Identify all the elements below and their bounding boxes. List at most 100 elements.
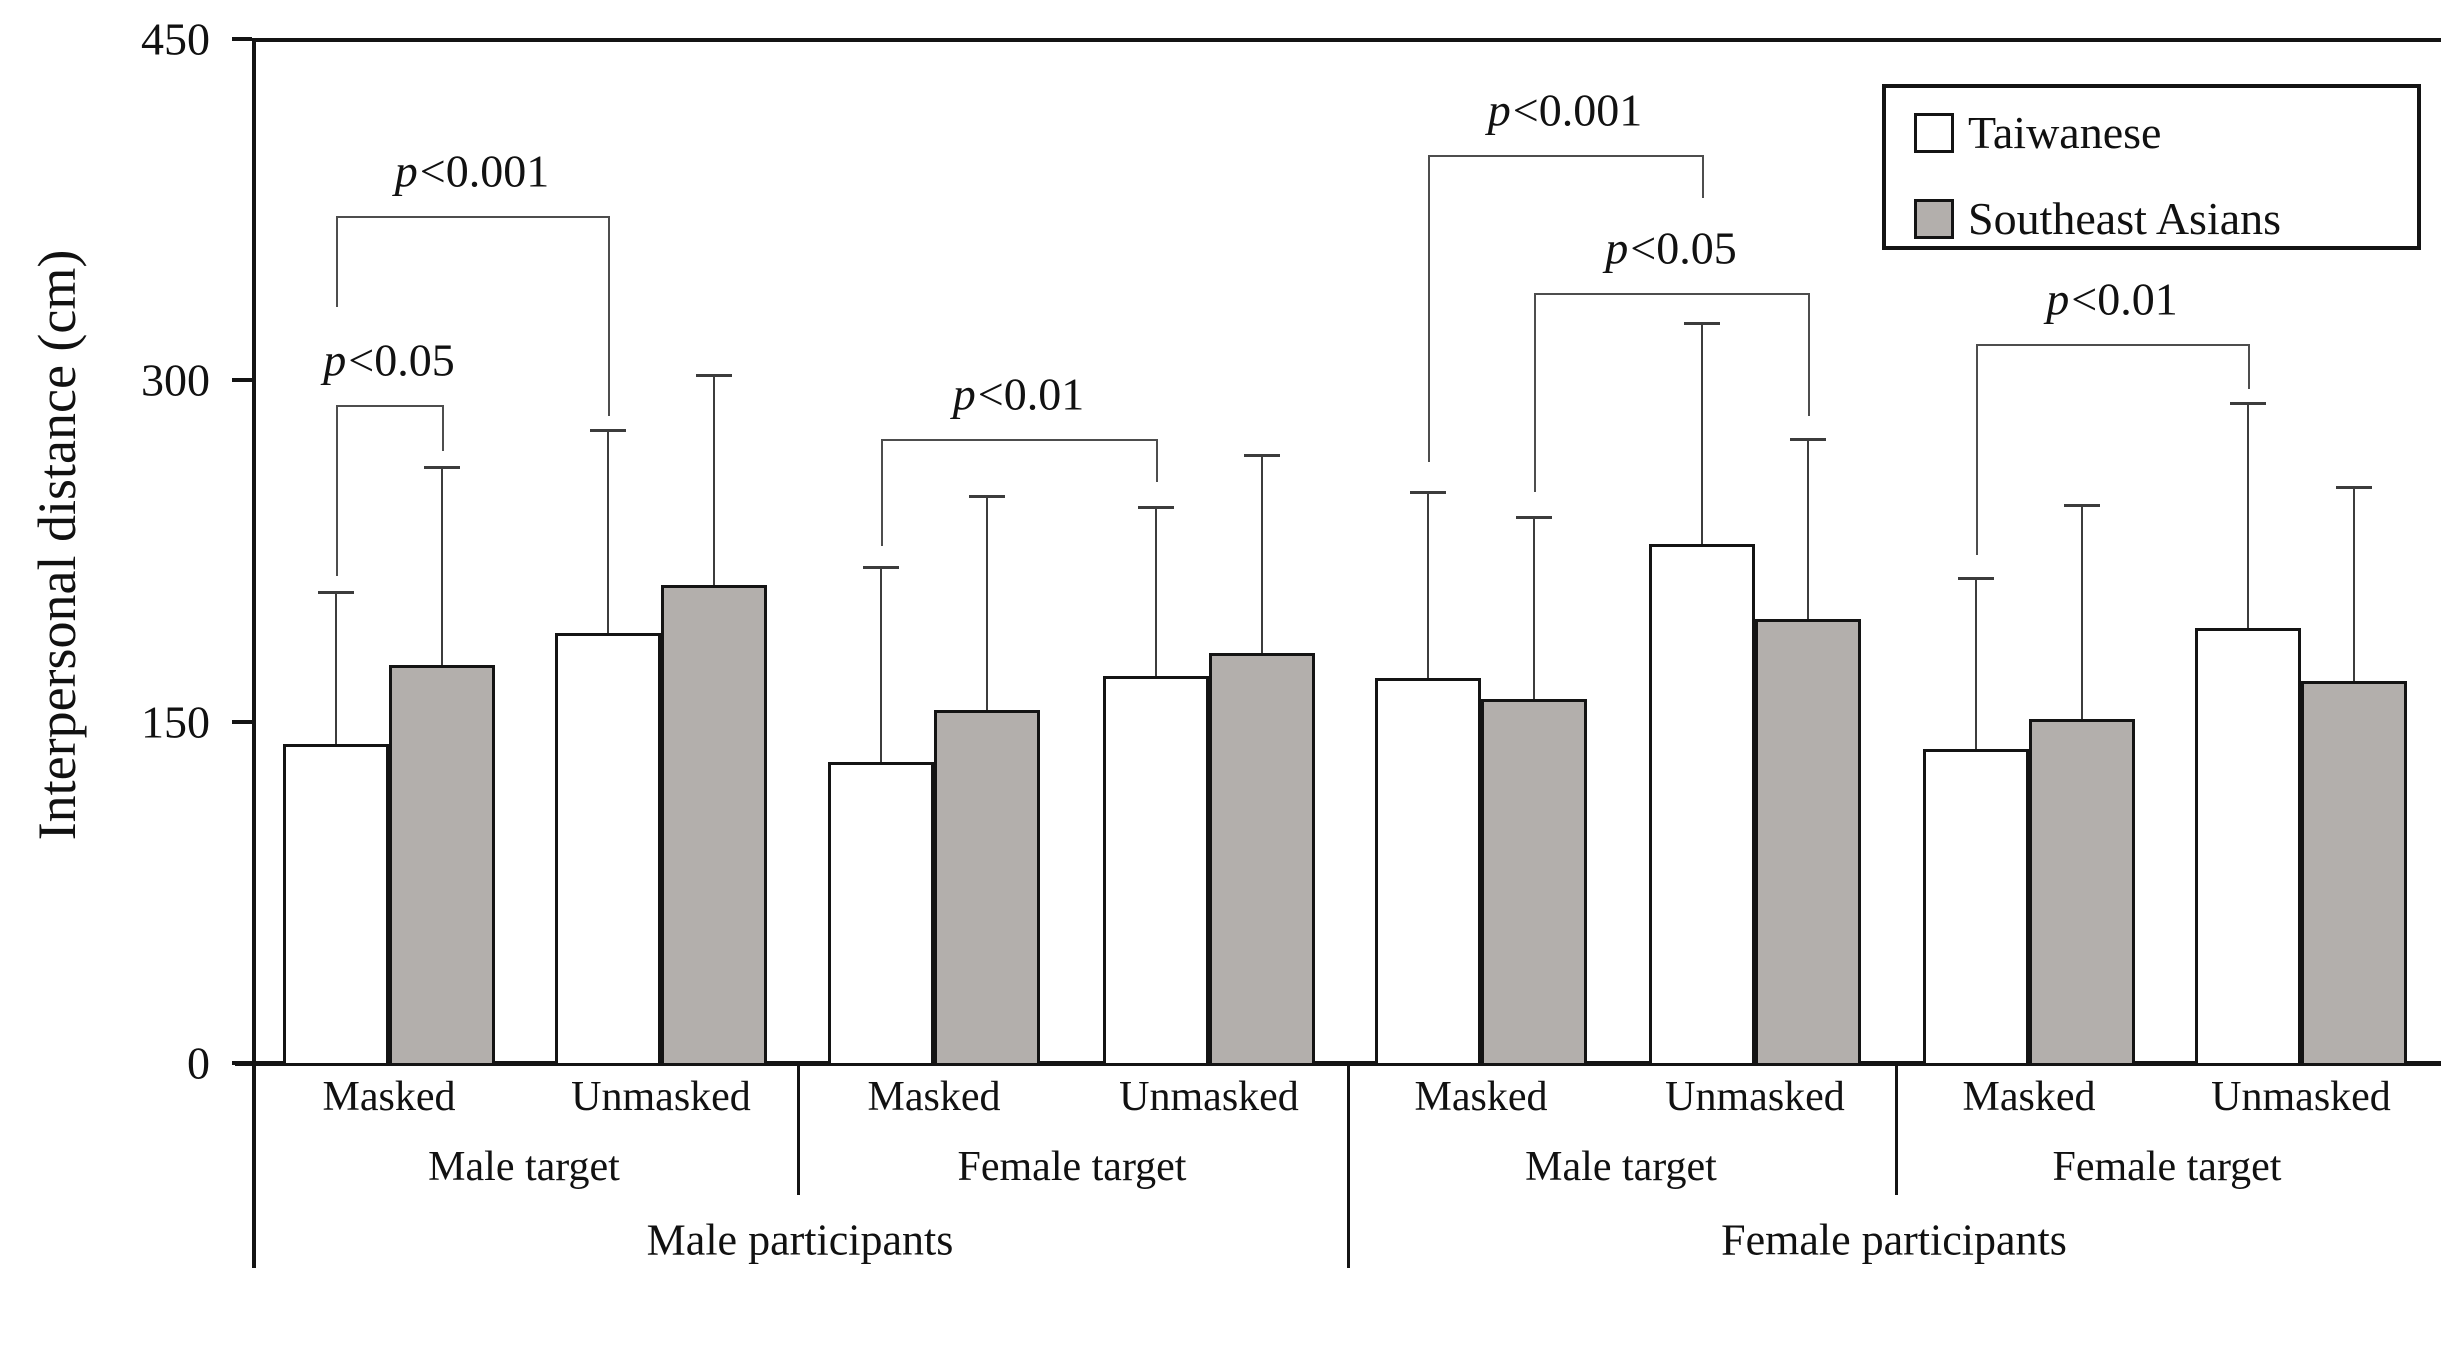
error-bar-line bbox=[1155, 507, 1157, 676]
condition-label: Unmasked bbox=[1665, 1074, 1845, 1120]
x-group-separator bbox=[797, 1063, 800, 1195]
error-bar-line bbox=[880, 566, 882, 763]
error-bar-line bbox=[441, 466, 443, 665]
legend: Taiwanese Southeast Asians bbox=[1882, 84, 2421, 250]
y-tick bbox=[232, 719, 252, 724]
error-bar-cap bbox=[969, 495, 1005, 499]
significance-bracket-leg bbox=[1428, 154, 1430, 462]
bar-southeast-asians bbox=[1481, 698, 1587, 1066]
p-value-label: p<0.01 bbox=[952, 368, 1085, 420]
y-tick-label: 300 bbox=[141, 354, 210, 406]
bar-taiwanese bbox=[283, 744, 389, 1066]
legend-swatch-taiwanese bbox=[1914, 113, 1954, 153]
bar-southeast-asians bbox=[1755, 619, 1861, 1066]
error-bar-line bbox=[2247, 402, 2249, 629]
significance-bracket bbox=[1428, 154, 1702, 157]
p-value-label: p<0.001 bbox=[394, 145, 550, 197]
bar-taiwanese bbox=[1649, 543, 1755, 1066]
error-bar-cap bbox=[590, 429, 626, 433]
y-tick bbox=[232, 1061, 252, 1065]
error-bar-line bbox=[607, 430, 609, 633]
significance-bracket-leg bbox=[2248, 343, 2250, 390]
error-bar-cap bbox=[1790, 438, 1826, 442]
condition-label: Masked bbox=[1962, 1074, 2096, 1120]
significance-bracket bbox=[336, 405, 442, 408]
significance-bracket bbox=[336, 216, 608, 219]
y-tick bbox=[232, 36, 252, 41]
error-bar-cap bbox=[2336, 486, 2372, 489]
x-axis-baseline bbox=[235, 1061, 2441, 1066]
bar-southeast-asians bbox=[2029, 719, 2135, 1066]
y-tick bbox=[232, 378, 252, 382]
error-bar-line bbox=[1701, 323, 1703, 544]
error-bar-cap bbox=[1684, 322, 1720, 326]
error-bar-cap bbox=[2064, 504, 2100, 508]
significance-bracket-leg bbox=[1976, 343, 1978, 556]
bar-southeast-asians bbox=[389, 664, 495, 1066]
condition-label: Masked bbox=[867, 1074, 1001, 1120]
target-group-label: Female target bbox=[957, 1144, 1187, 1190]
y-tick-label: 150 bbox=[141, 696, 210, 747]
error-bar-line bbox=[1807, 439, 1809, 620]
participant-group-label: Male participants bbox=[646, 1215, 954, 1265]
error-bar-cap bbox=[863, 565, 899, 569]
error-bar-line bbox=[2353, 487, 2355, 681]
error-bar-cap bbox=[696, 374, 732, 378]
significance-bracket-leg bbox=[442, 405, 444, 451]
participant-group-label: Female participants bbox=[1721, 1215, 2067, 1265]
bar-taiwanese bbox=[2195, 628, 2301, 1066]
condition-label: Masked bbox=[322, 1074, 456, 1120]
bar-southeast-asians bbox=[934, 710, 1040, 1066]
condition-label: Unmasked bbox=[571, 1074, 751, 1120]
p-value-label: p<0.05 bbox=[1605, 222, 1737, 274]
error-bar-line bbox=[1975, 578, 1977, 749]
p-value-label: p<0.01 bbox=[2046, 273, 2178, 325]
significance-bracket-leg bbox=[608, 216, 610, 417]
error-bar-cap bbox=[1410, 490, 1446, 494]
x-group-separator bbox=[1895, 1063, 1898, 1195]
error-bar-cap bbox=[424, 465, 460, 469]
bar-taiwanese bbox=[828, 762, 934, 1066]
bar-southeast-asians bbox=[1209, 653, 1315, 1066]
condition-label: Masked bbox=[1414, 1074, 1548, 1120]
legend-label-southeast-asians: Southeast Asians bbox=[1968, 193, 2282, 244]
error-bar-line bbox=[1427, 491, 1429, 679]
error-bar-cap bbox=[1244, 454, 1280, 458]
error-bar-cap bbox=[1516, 515, 1552, 519]
p-value-label: p<0.05 bbox=[323, 334, 455, 386]
significance-bracket-leg bbox=[336, 405, 338, 576]
significance-bracket-leg bbox=[881, 439, 883, 547]
error-bar-line bbox=[713, 375, 715, 585]
error-bar-line bbox=[2081, 505, 2083, 720]
legend-item-southeast-asians: Southeast Asians bbox=[1914, 196, 2281, 242]
bar-southeast-asians bbox=[661, 584, 767, 1066]
bar-taiwanese bbox=[1103, 675, 1209, 1066]
legend-label-taiwanese: Taiwanese bbox=[1968, 107, 2162, 158]
target-group-label: Female target bbox=[2052, 1144, 2282, 1190]
error-bar-line bbox=[335, 591, 337, 745]
target-group-label: Male target bbox=[428, 1144, 620, 1190]
significance-bracket bbox=[881, 439, 1156, 442]
p-value-label: p<0.001 bbox=[1487, 84, 1643, 136]
significance-bracket-leg bbox=[336, 216, 338, 308]
error-bar-cap bbox=[2230, 401, 2266, 405]
y-axis-line bbox=[252, 38, 256, 1268]
legend-item-taiwanese: Taiwanese bbox=[1914, 110, 2161, 156]
bar-taiwanese bbox=[1375, 678, 1481, 1066]
condition-label: Unmasked bbox=[1119, 1074, 1299, 1120]
error-bar-line bbox=[986, 496, 988, 711]
x-group-separator bbox=[1347, 1063, 1350, 1268]
error-bar-line bbox=[1261, 455, 1263, 654]
target-group-label: Male target bbox=[1525, 1144, 1717, 1190]
error-bar-cap bbox=[318, 590, 354, 594]
legend-swatch-southeast-asians bbox=[1914, 199, 1954, 239]
error-bar-cap bbox=[1958, 577, 1994, 581]
significance-bracket-leg bbox=[1156, 439, 1158, 483]
y-tick-label: 0 bbox=[187, 1037, 210, 1089]
bar-southeast-asians bbox=[2301, 680, 2407, 1066]
y-tick-label: 450 bbox=[141, 13, 210, 64]
condition-label: Unmasked bbox=[2211, 1074, 2391, 1120]
error-bar-cap bbox=[1138, 506, 1174, 510]
significance-bracket bbox=[1534, 293, 1808, 296]
